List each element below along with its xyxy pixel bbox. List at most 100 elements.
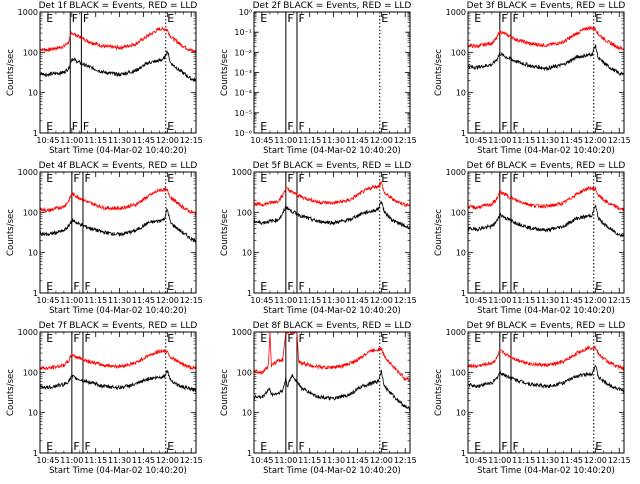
y-axis-label: Counts/sec bbox=[434, 209, 444, 256]
x-axis-label: Start Time (04-Mar-02 10:40:20) bbox=[263, 306, 401, 316]
x-tick-label: 11:00 bbox=[60, 456, 83, 465]
x-tick-label: 12:15 bbox=[608, 456, 631, 465]
y-tick-label: 10 bbox=[28, 89, 38, 98]
y-axis-label: Counts/sec bbox=[6, 369, 16, 416]
x-tick-label: 12:00 bbox=[156, 136, 179, 145]
marker-label-E: E bbox=[381, 332, 388, 345]
series-lld bbox=[40, 348, 196, 371]
x-tick-label: 11:15 bbox=[298, 136, 321, 145]
marker-label-bottom-E: E bbox=[381, 120, 388, 133]
x-tick-label: 12:15 bbox=[608, 136, 631, 145]
panel-series bbox=[468, 185, 624, 238]
y-tick-label: 10⁻⁶ bbox=[234, 129, 252, 138]
x-tick-label: 11:45 bbox=[132, 136, 155, 145]
panel-det-5: Det 5f BLACK = Events, RED = LLD 1 10 100 10… bbox=[220, 161, 417, 316]
x-tick-label: 12:15 bbox=[394, 456, 417, 465]
x-tick-label: 11:45 bbox=[346, 296, 369, 305]
x-tick-label: 11:30 bbox=[322, 456, 345, 465]
y-tick-label: 1000 bbox=[446, 328, 466, 337]
x-tick-label: 10:45 bbox=[36, 136, 59, 145]
y-tick-label: 100 bbox=[451, 208, 466, 217]
x-axis-label: Start Time (04-Mar-02 10:40:20) bbox=[49, 146, 187, 156]
marker-label-E: E bbox=[260, 172, 267, 185]
marker-label-E: E bbox=[474, 332, 481, 345]
series-events bbox=[254, 201, 410, 230]
panel-series bbox=[468, 25, 624, 77]
panel-det-1: Det 1f BLACK = Events, RED = LLD 1 10 100 10… bbox=[6, 1, 203, 156]
x-tick-label: 11:30 bbox=[108, 296, 131, 305]
panel-series bbox=[40, 187, 196, 243]
series-lld bbox=[468, 344, 624, 371]
y-tick-label: 100 bbox=[451, 368, 466, 377]
y-axis-label: Counts/sec bbox=[220, 369, 230, 416]
x-tick-label: 12:15 bbox=[180, 296, 203, 305]
x-tick-label: 11:30 bbox=[536, 456, 559, 465]
x-tick-label: 12:00 bbox=[584, 296, 607, 305]
series-events bbox=[40, 50, 196, 83]
y-tick-label: 10⁰ bbox=[239, 8, 252, 17]
x-tick-label: 11:45 bbox=[346, 456, 369, 465]
marker-label-E: E bbox=[167, 172, 174, 185]
x-tick-label: 11:45 bbox=[132, 456, 155, 465]
marker-label-bottom-F: F bbox=[72, 120, 78, 133]
y-tick-label: 1000 bbox=[18, 168, 38, 177]
marker-label-bottom-E: E bbox=[167, 280, 174, 293]
panel-title: Det 4f BLACK = Events, RED = LLD bbox=[39, 161, 198, 171]
x-tick-label: 11:00 bbox=[488, 456, 511, 465]
x-tick-label: 11:15 bbox=[84, 296, 107, 305]
marker-label-E: E bbox=[167, 332, 174, 345]
panel-frame bbox=[467, 171, 625, 294]
panel-series bbox=[468, 344, 624, 394]
marker-label-E: E bbox=[46, 12, 53, 25]
y-tick-label: 1000 bbox=[18, 8, 38, 17]
x-tick-label: 12:15 bbox=[180, 456, 203, 465]
marker-label-bottom-F: F bbox=[73, 280, 79, 293]
y-axis-label: Counts/sec bbox=[434, 369, 444, 416]
x-tick-label: 12:15 bbox=[394, 136, 417, 145]
y-tick-label: 100 bbox=[451, 48, 466, 57]
y-tick-label: 10 bbox=[456, 89, 466, 98]
x-tick-label: 11:00 bbox=[488, 296, 511, 305]
marker-label-F: F bbox=[298, 12, 304, 25]
panel-title: Det 8f BLACK = Events, RED = LLD bbox=[253, 321, 412, 331]
x-tick-label: 12:00 bbox=[584, 136, 607, 145]
x-tick-label: 11:15 bbox=[298, 456, 321, 465]
marker-label-F: F bbox=[501, 172, 507, 185]
series-events bbox=[40, 369, 196, 392]
marker-label-bottom-E: E bbox=[595, 280, 602, 293]
series-lld bbox=[468, 25, 624, 51]
marker-label-F: F bbox=[287, 172, 293, 185]
x-tick-label: 12:15 bbox=[180, 136, 203, 145]
marker-label-F: F bbox=[84, 332, 90, 345]
marker-label-bottom-F: F bbox=[512, 120, 518, 133]
x-axis-label: Start Time (04-Mar-02 10:40:20) bbox=[263, 146, 401, 156]
y-tick-label: 10⁻⁵ bbox=[234, 109, 252, 118]
series-events bbox=[468, 364, 624, 394]
x-tick-label: 11:15 bbox=[84, 136, 107, 145]
y-tick-label: 1000 bbox=[232, 168, 252, 177]
marker-label-E: E bbox=[474, 172, 481, 185]
y-tick-label: 1 bbox=[33, 129, 38, 138]
y-tick-label: 100 bbox=[237, 368, 252, 377]
y-tick-label: 10⁻³ bbox=[234, 69, 252, 78]
y-tick-label: 1 bbox=[247, 449, 252, 458]
marker-label-F: F bbox=[287, 12, 293, 25]
panel-title: Det 9f BLACK = Events, RED = LLD bbox=[467, 321, 626, 331]
marker-label-E: E bbox=[260, 12, 267, 25]
marker-label-F: F bbox=[501, 12, 507, 25]
marker-label-E: E bbox=[260, 332, 267, 345]
x-tick-label: 11:00 bbox=[274, 296, 297, 305]
marker-label-bottom-E: E bbox=[381, 440, 388, 453]
x-tick-label: 10:45 bbox=[36, 296, 59, 305]
marker-label-bottom-E: E bbox=[260, 440, 267, 453]
marker-label-bottom-E: E bbox=[474, 280, 481, 293]
y-tick-label: 1 bbox=[247, 289, 252, 298]
y-tick-label: 1 bbox=[461, 289, 466, 298]
x-axis-label: Start Time (04-Mar-02 10:40:20) bbox=[263, 466, 401, 476]
x-tick-label: 11:00 bbox=[274, 456, 297, 465]
series-lld bbox=[254, 180, 410, 208]
marker-label-bottom-F: F bbox=[501, 120, 507, 133]
x-tick-label: 12:00 bbox=[370, 456, 393, 465]
marker-label-bottom-E: E bbox=[260, 120, 267, 133]
